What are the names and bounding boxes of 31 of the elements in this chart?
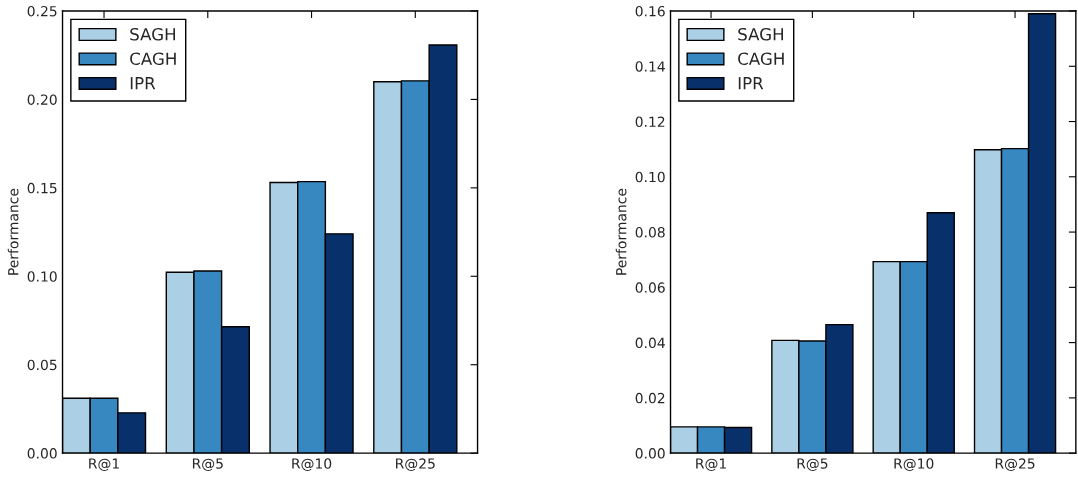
x-tick-label: R@25 [995,458,1035,471]
y-axis-title: Performance [615,188,627,275]
x-tick-label: R@25 [396,458,435,471]
y-tick-label: 0.15 [27,182,57,194]
y-tick-label: 0.00 [635,448,665,459]
y-tick-label: 0.25 [27,5,57,17]
y-axis-title: Performance [7,188,19,275]
y-tick-label: 0.10 [635,171,665,183]
y-tick-label: 0.04 [635,337,665,349]
legend-label: IPR [738,77,764,90]
x-tick-label: R@5 [797,458,828,471]
legend-label: CAGH [130,52,176,66]
y-tick-label: 0.20 [27,94,57,105]
y-tick-label: 0.12 [635,116,665,128]
x-tick-label: R@1 [696,458,726,471]
y-tick-label: 0.02 [635,392,665,404]
y-tick-label: 0.05 [27,359,57,371]
x-tick-label: R@10 [292,458,332,471]
x-tick-label: R@5 [192,458,223,471]
legend-label: SAGH [130,27,175,41]
legend-label: IPR [130,77,156,90]
y-tick-label: 0.08 [635,227,665,238]
y-tick-label: 0.06 [635,282,665,293]
x-tick-label: R@1 [89,458,119,471]
y-tick-label: 0.10 [27,271,57,282]
y-tick-label: 0.16 [635,5,665,17]
legend-label: CAGH [738,52,784,66]
legend-label: SAGH [738,27,783,41]
y-tick-label: 0.00 [27,448,57,459]
y-tick-label: 0.14 [635,61,665,72]
x-tick-label: R@10 [894,458,934,471]
